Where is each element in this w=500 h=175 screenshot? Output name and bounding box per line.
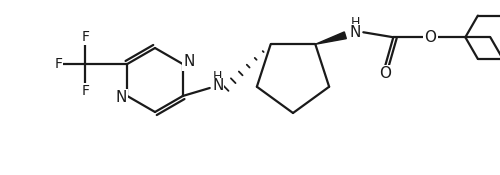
Text: H: H [213, 69, 222, 82]
Text: N: N [116, 90, 127, 106]
Text: N: N [350, 25, 361, 40]
Text: H: H [350, 16, 360, 29]
Text: F: F [82, 30, 90, 44]
Text: N: N [212, 79, 224, 93]
Polygon shape [316, 32, 346, 44]
Text: O: O [424, 30, 436, 45]
Text: O: O [380, 66, 392, 81]
Text: N: N [183, 54, 194, 69]
Text: F: F [82, 84, 90, 98]
Text: F: F [54, 57, 62, 71]
